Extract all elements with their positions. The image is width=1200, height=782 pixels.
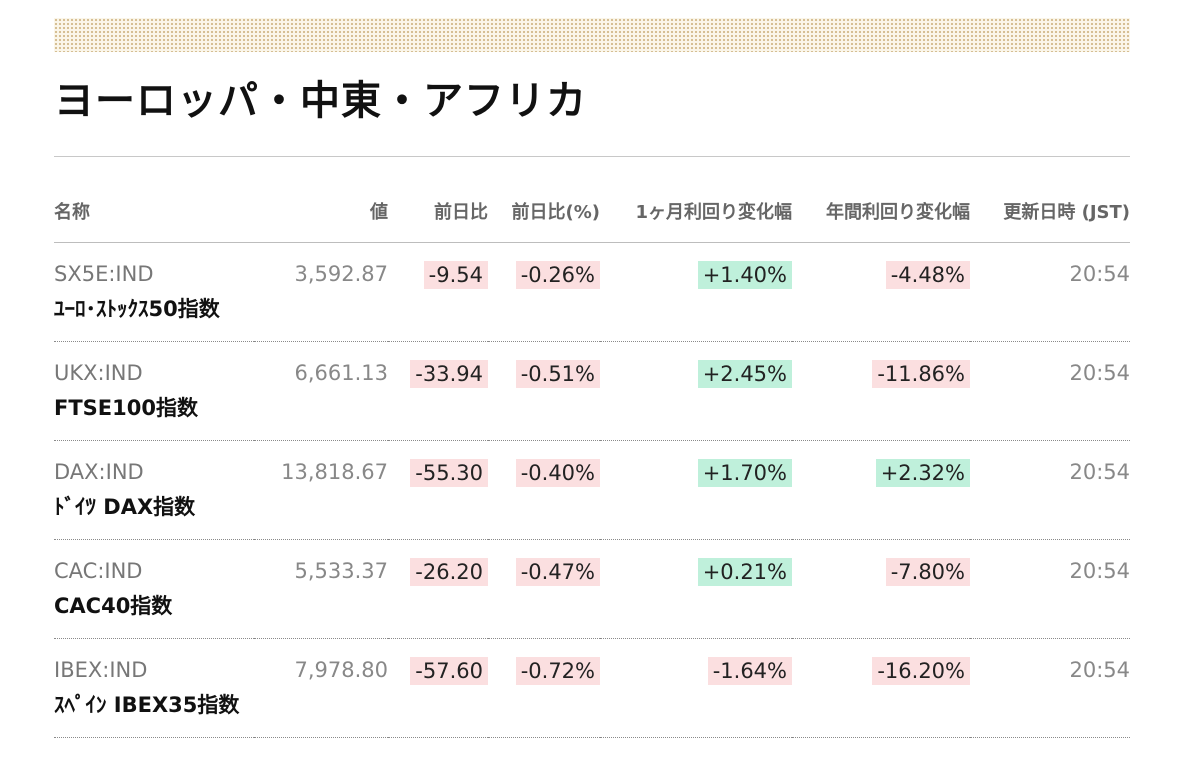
header-one-year-change: 年間利回り変化幅 — [792, 180, 970, 243]
update-time: 20:54 — [1069, 558, 1130, 583]
header-name: 名称 — [54, 180, 254, 243]
change-pct-value: -0.51% — [515, 359, 600, 388]
table-row[interactable]: DAX:IND ﾄﾞｲﾂ DAX指数 13,818.67 -55.30 -0.4… — [54, 440, 1130, 540]
change-pct-value: -0.40% — [515, 458, 600, 487]
ticker-symbol[interactable]: DAX:IND — [54, 459, 144, 484]
quotes-table: 名称 値 前日比 前日比(%) 1ヶ月利回り変化幅 年間利回り変化幅 更新日時 … — [54, 180, 1130, 738]
one-year-change-value: +2.32% — [875, 458, 970, 487]
change-value: -57.60 — [410, 656, 488, 685]
change-value: -9.54 — [423, 260, 488, 289]
one-year-change-value: -16.20% — [872, 656, 970, 685]
one-month-change-value: +2.45% — [697, 359, 792, 388]
header-updated: 更新日時 (JST) — [970, 180, 1130, 243]
update-time: 20:54 — [1069, 360, 1130, 385]
name-cell: SX5E:IND ﾕｰﾛ･ｽﾄｯｸｽ50指数 — [54, 242, 254, 342]
update-time: 20:54 — [1069, 261, 1130, 286]
one-year-change-value: -11.86% — [872, 359, 970, 388]
header-one-month-change: 1ヶ月利回り変化幅 — [600, 180, 792, 243]
index-name[interactable]: CAC40指数 — [54, 593, 173, 618]
index-name[interactable]: ｽﾍﾟｲﾝ IBEX35指数 — [54, 692, 240, 717]
table-row[interactable]: CAC:IND CAC40指数 5,533.37 -26.20 -0.47% +… — [54, 539, 1130, 639]
change-value: -55.30 — [410, 458, 488, 487]
one-month-change-value: +1.40% — [697, 260, 792, 289]
index-value: 13,818.67 — [281, 459, 388, 484]
one-year-change-value: -7.80% — [885, 557, 970, 586]
change-pct-value: -0.72% — [515, 656, 600, 685]
table-header-row: 名称 値 前日比 前日比(%) 1ヶ月利回り変化幅 年間利回り変化幅 更新日時 … — [54, 180, 1130, 243]
header-value: 値 — [254, 180, 388, 243]
one-month-change-value: +0.21% — [697, 557, 792, 586]
name-cell: IBEX:IND ｽﾍﾟｲﾝ IBEX35指数 — [54, 638, 254, 738]
decorative-dots-band — [54, 18, 1130, 52]
one-year-change-value: -4.48% — [885, 260, 970, 289]
title-divider — [54, 156, 1130, 157]
change-value: -26.20 — [410, 557, 488, 586]
one-month-change-value: -1.64% — [707, 656, 792, 685]
update-time: 20:54 — [1069, 657, 1130, 682]
header-change-pct: 前日比(%) — [488, 180, 600, 243]
change-pct-value: -0.47% — [515, 557, 600, 586]
update-time: 20:54 — [1069, 459, 1130, 484]
section-title: ヨーロッパ・中東・アフリカ — [54, 78, 587, 124]
name-cell: DAX:IND ﾄﾞｲﾂ DAX指数 — [54, 440, 254, 540]
ticker-symbol[interactable]: CAC:IND — [54, 558, 143, 583]
index-value: 6,661.13 — [294, 360, 388, 385]
one-month-change-value: +1.70% — [697, 458, 792, 487]
table-row[interactable]: IBEX:IND ｽﾍﾟｲﾝ IBEX35指数 7,978.80 -57.60 … — [54, 638, 1130, 738]
index-name[interactable]: ﾕｰﾛ･ｽﾄｯｸｽ50指数 — [54, 296, 220, 321]
index-name[interactable]: FTSE100指数 — [54, 395, 198, 420]
ticker-symbol[interactable]: SX5E:IND — [54, 261, 154, 286]
change-value: -33.94 — [410, 359, 488, 388]
header-change: 前日比 — [388, 180, 488, 243]
ticker-symbol[interactable]: UKX:IND — [54, 360, 143, 385]
index-name[interactable]: ﾄﾞｲﾂ DAX指数 — [54, 494, 196, 519]
index-value: 5,533.37 — [294, 558, 388, 583]
table-row[interactable]: UKX:IND FTSE100指数 6,661.13 -33.94 -0.51%… — [54, 341, 1130, 441]
name-cell: UKX:IND FTSE100指数 — [54, 341, 254, 441]
index-value: 7,978.80 — [294, 657, 388, 682]
name-cell: CAC:IND CAC40指数 — [54, 539, 254, 639]
index-value: 3,592.87 — [294, 261, 388, 286]
table-row[interactable]: SX5E:IND ﾕｰﾛ･ｽﾄｯｸｽ50指数 3,592.87 -9.54 -0… — [54, 242, 1130, 342]
ticker-symbol[interactable]: IBEX:IND — [54, 657, 148, 682]
change-pct-value: -0.26% — [515, 260, 600, 289]
